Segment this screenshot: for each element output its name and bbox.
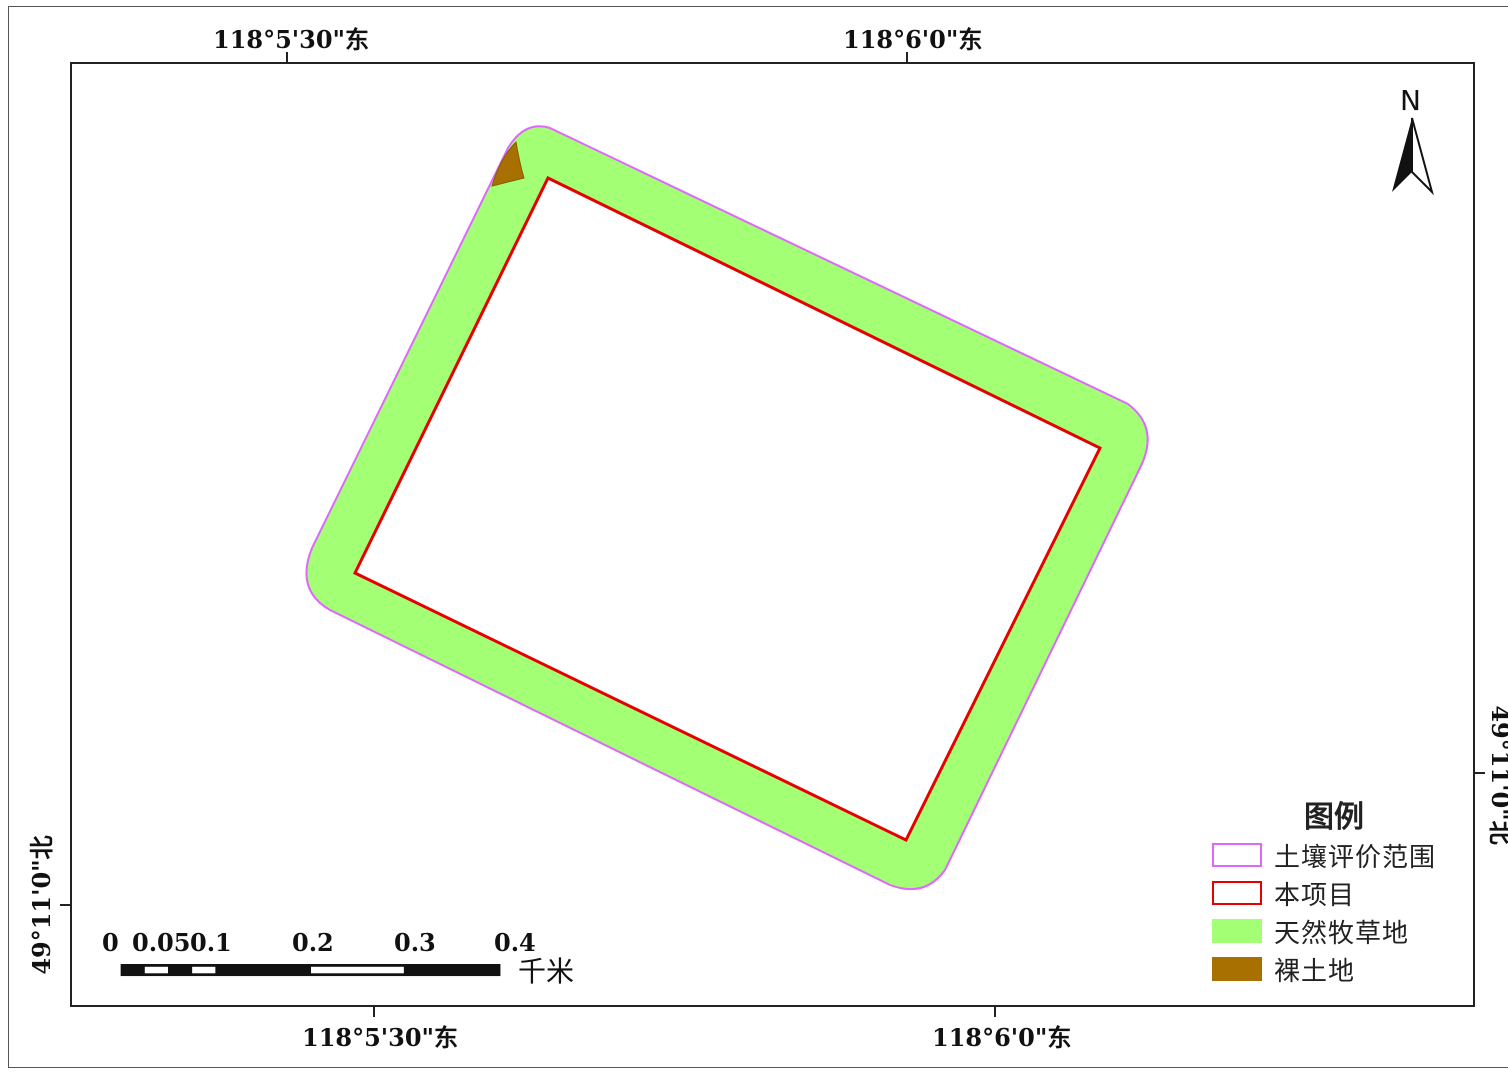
scale-label-03: 0.3 (394, 928, 436, 957)
scale-label-0: 0 (102, 928, 119, 957)
legend-item-grassland: 天然牧草地 (1212, 912, 1462, 950)
map-frame (8, 6, 1508, 1068)
bare-soil-polygon[interactable] (491, 140, 525, 187)
legend-label: 土壤评价范围 (1274, 842, 1437, 873)
scale-bar: 0 0.05 0.1 0.2 0.3 0.4 千米 (96, 928, 596, 988)
coord-label-top-right: 118°6'0"东 (843, 25, 983, 54)
coord-label-top-left: 118°5'30"东 (213, 25, 370, 54)
scale-label-02: 0.2 (292, 928, 334, 957)
legend-swatch-grassland (1212, 919, 1262, 943)
project-boundary-polygon[interactable] (352, 175, 1103, 842)
legend-swatch-evaluation-range (1212, 843, 1262, 867)
legend-label: 本项目 (1274, 880, 1356, 911)
coord-label-left: 49°11'0"北 (27, 835, 56, 975)
legend-swatch-bare-soil (1212, 957, 1262, 981)
legend-label: 裸土地 (1274, 956, 1356, 987)
coord-label-right: 49°11'0"北 (1486, 705, 1508, 845)
north-label: N (1400, 84, 1421, 117)
coord-label-bottom-left: 118°5'30"东 (302, 1023, 459, 1052)
scale-bar-graphic (120, 964, 501, 977)
legend-label: 天然牧草地 (1274, 918, 1410, 949)
scale-label-04: 0.4 (494, 928, 536, 957)
coord-label-bottom-right: 118°6'0"东 (932, 1023, 1072, 1052)
scale-unit: 千米 (518, 955, 575, 988)
north-arrow-icon (1392, 117, 1434, 196)
legend-title: 图例 (1304, 800, 1364, 835)
legend-swatch-project (1212, 881, 1262, 905)
legend-item-evaluation-range: 土壤评价范围 (1212, 836, 1462, 874)
scale-label-01: 0.1 (190, 928, 232, 957)
north-arrow: N (1384, 84, 1440, 204)
legend: 图例 土壤评价范围 本项目 天然牧草地 裸土地 (1212, 792, 1462, 988)
legend-item-bare-soil: 裸土地 (1212, 950, 1462, 988)
scale-label-005: 0.05 (132, 928, 191, 957)
legend-item-project: 本项目 (1212, 874, 1462, 912)
